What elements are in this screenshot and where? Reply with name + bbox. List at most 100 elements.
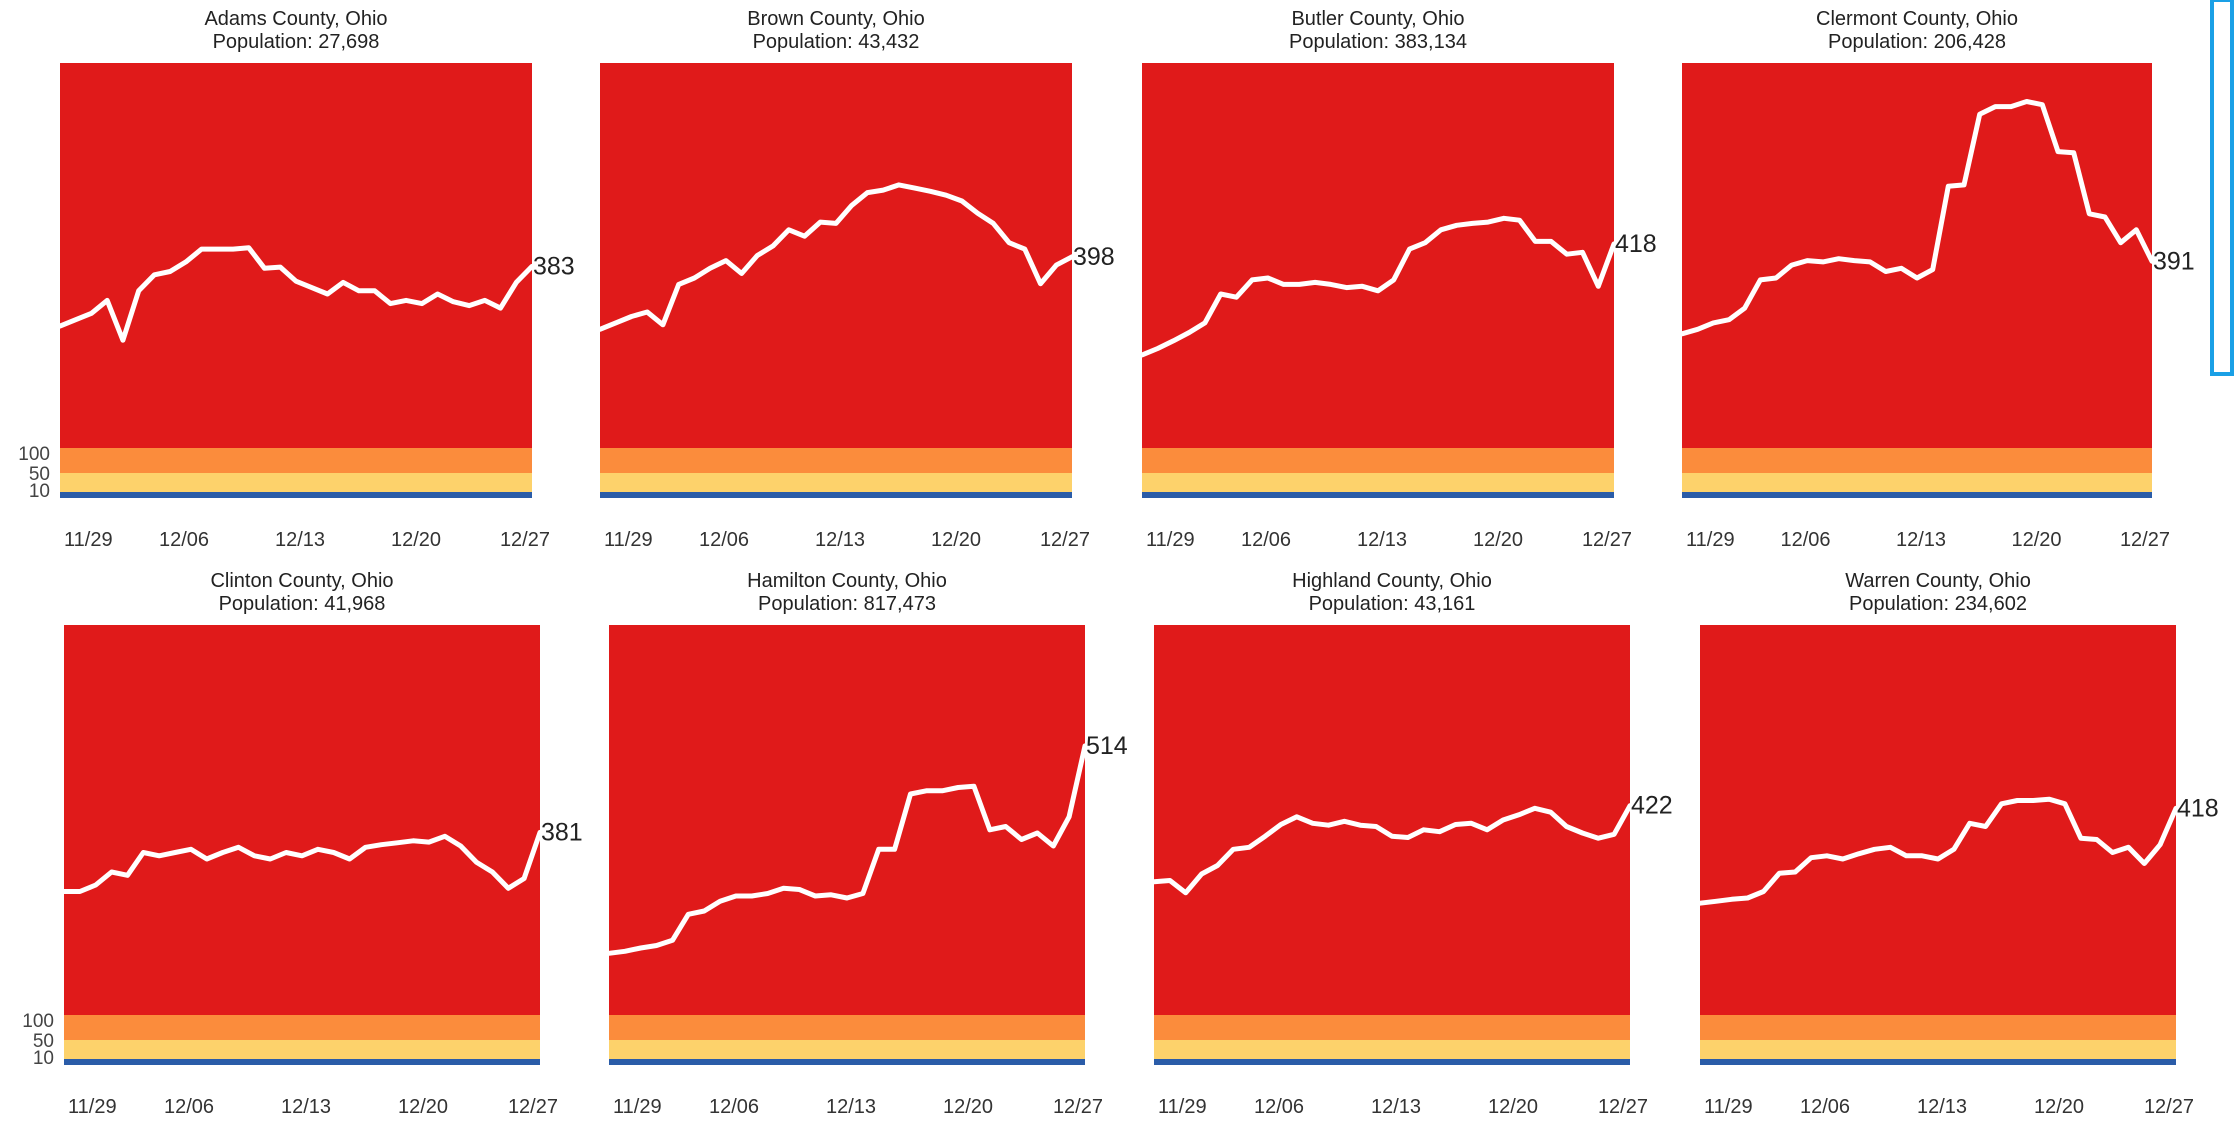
band-blue <box>1682 492 2152 498</box>
band-yellow <box>60 473 532 492</box>
panel-subtitle: Population: 41,968 <box>219 593 386 615</box>
x-tick-label: 12/27 <box>2144 1096 2194 1118</box>
band-blue <box>1154 1059 1630 1065</box>
y-band-label: 100 <box>18 444 50 465</box>
series-line <box>1151 803 1633 896</box>
series-line <box>57 245 535 343</box>
x-tick-label: 12/06 <box>699 529 749 551</box>
x-tick-label: 12/06 <box>1780 529 1830 551</box>
series-line <box>1139 215 1617 358</box>
band-red <box>600 63 1072 448</box>
x-tick-label: 12/06 <box>709 1096 759 1118</box>
x-tick-label: 12/27 <box>508 1096 558 1118</box>
x-tick-label: 12/20 <box>1473 529 1523 551</box>
x-tick-label: 12/13 <box>1917 1096 1967 1118</box>
x-tick-label: 12/27 <box>1598 1096 1648 1118</box>
band-yellow <box>609 1040 1085 1059</box>
panel-subtitle: Population: 817,473 <box>758 593 936 615</box>
x-tick-label: 11/29 <box>604 529 653 551</box>
x-tick-label: 12/20 <box>398 1096 448 1118</box>
band-orange <box>64 1015 540 1040</box>
band-yellow <box>600 473 1072 492</box>
panel-subtitle: Population: 383,134 <box>1289 31 1467 53</box>
band-orange <box>1154 1015 1630 1040</box>
x-tick-label: 12/20 <box>2011 529 2061 551</box>
x-tick-label: 12/27 <box>2120 529 2170 551</box>
panel-title: Clermont County, Ohio <box>1816 8 2018 30</box>
x-tick-label: 12/06 <box>1241 529 1291 551</box>
series-line <box>597 182 1075 332</box>
y-band-label: 100 <box>22 1011 54 1032</box>
band-orange <box>1700 1015 2176 1040</box>
band-yellow <box>1682 473 2152 492</box>
x-tick-label: 12/20 <box>2034 1096 2084 1118</box>
x-tick-label: 12/06 <box>164 1096 214 1118</box>
band-yellow <box>1154 1040 1630 1059</box>
series-line <box>1679 99 2155 337</box>
y-band-label: 10 <box>29 481 50 502</box>
y-band-label: 10 <box>33 1048 54 1069</box>
x-tick-label: 12/27 <box>500 529 550 551</box>
band-orange <box>609 1015 1085 1040</box>
band-blue <box>1700 1059 2176 1065</box>
band-red <box>64 625 540 1015</box>
band-yellow <box>1142 473 1614 492</box>
end-value-label: 422 <box>1631 792 1673 820</box>
band-orange <box>60 448 532 473</box>
band-red <box>1700 625 2176 1015</box>
band-orange <box>600 448 1072 473</box>
end-value-label: 398 <box>1073 243 1115 271</box>
x-tick-label: 11/29 <box>1146 529 1195 551</box>
x-tick-label: 12/13 <box>1371 1096 1421 1118</box>
panel-title: Adams County, Ohio <box>204 8 387 30</box>
x-tick-label: 12/13 <box>815 529 865 551</box>
band-red <box>60 63 532 448</box>
band-yellow <box>64 1040 540 1059</box>
end-value-label: 514 <box>1086 732 1128 760</box>
band-blue <box>64 1059 540 1065</box>
band-blue <box>1142 492 1614 498</box>
band-blue <box>60 492 532 498</box>
panel-title: Clinton County, Ohio <box>210 570 393 592</box>
x-tick-label: 12/20 <box>391 529 441 551</box>
end-value-label: 383 <box>533 252 575 280</box>
band-blue <box>600 492 1072 498</box>
x-tick-label: 11/29 <box>1704 1096 1753 1118</box>
x-tick-label: 11/29 <box>68 1096 117 1118</box>
band-red <box>1154 625 1630 1015</box>
end-value-label: 418 <box>2177 794 2219 822</box>
band-orange <box>1682 448 2152 473</box>
right-edge-accent-frame <box>2210 0 2234 376</box>
end-value-label: 381 <box>541 818 583 846</box>
x-tick-label: 12/13 <box>1896 529 1946 551</box>
panel-title: Warren County, Ohio <box>1845 570 2031 592</box>
band-red <box>1682 63 2152 448</box>
x-tick-label: 11/29 <box>1158 1096 1207 1118</box>
series-line <box>606 743 1088 956</box>
end-value-label: 418 <box>1615 230 1657 258</box>
band-yellow <box>1700 1040 2176 1059</box>
x-tick-label: 12/13 <box>826 1096 876 1118</box>
panel-subtitle: Population: 234,602 <box>1849 593 2027 615</box>
y-band-label: 50 <box>29 464 50 485</box>
x-tick-label: 12/27 <box>1040 529 1090 551</box>
x-tick-label: 12/27 <box>1053 1096 1103 1118</box>
x-tick-label: 12/20 <box>943 1096 993 1118</box>
band-blue <box>609 1059 1085 1065</box>
x-tick-label: 12/13 <box>1357 529 1407 551</box>
series-line <box>61 829 543 894</box>
x-tick-label: 12/13 <box>275 529 325 551</box>
band-red <box>609 625 1085 1015</box>
panel-subtitle: Population: 27,698 <box>213 31 380 53</box>
end-value-label: 391 <box>2153 247 2195 275</box>
panel-subtitle: Population: 43,432 <box>753 31 920 53</box>
x-tick-label: 11/29 <box>1686 529 1735 551</box>
panel-title: Brown County, Ohio <box>747 8 925 30</box>
